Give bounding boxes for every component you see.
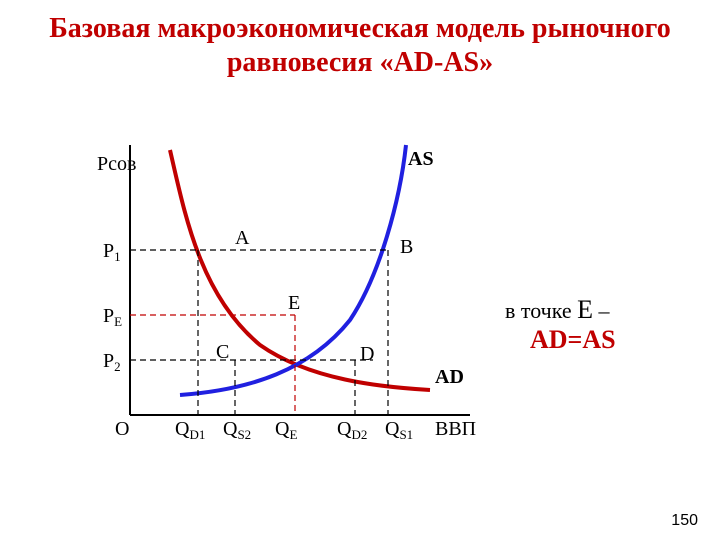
label-p1: Р1 xyxy=(103,240,121,264)
as-curve-label: AS xyxy=(408,148,434,170)
label-qs2: QS2 xyxy=(223,418,251,442)
point-c: C xyxy=(216,341,229,363)
side-text-line2: AD=AS xyxy=(530,325,616,355)
y-axis-label: Рсов xyxy=(97,153,136,175)
page-number: 150 xyxy=(671,512,698,530)
label-pe: РE xyxy=(103,305,122,329)
point-b: B xyxy=(400,236,413,258)
side-text-line1: в точке Е – xyxy=(505,295,610,325)
point-d: D xyxy=(360,343,374,365)
label-qd1: QD1 xyxy=(175,418,205,442)
ad-curve xyxy=(170,150,430,390)
x-axis-label: ВВП xyxy=(435,418,476,440)
origin-label: О xyxy=(115,418,129,440)
ad-curve-label: AD xyxy=(435,366,464,388)
label-qd2: QD2 xyxy=(337,418,367,442)
point-e: E xyxy=(288,292,300,314)
label-qs1: QS1 xyxy=(385,418,413,442)
label-qe: QE xyxy=(275,418,297,442)
point-a: A xyxy=(235,227,250,249)
slide-title: Базовая макроэкономическая модель рыночн… xyxy=(0,0,720,79)
label-p2: Р2 xyxy=(103,350,121,374)
